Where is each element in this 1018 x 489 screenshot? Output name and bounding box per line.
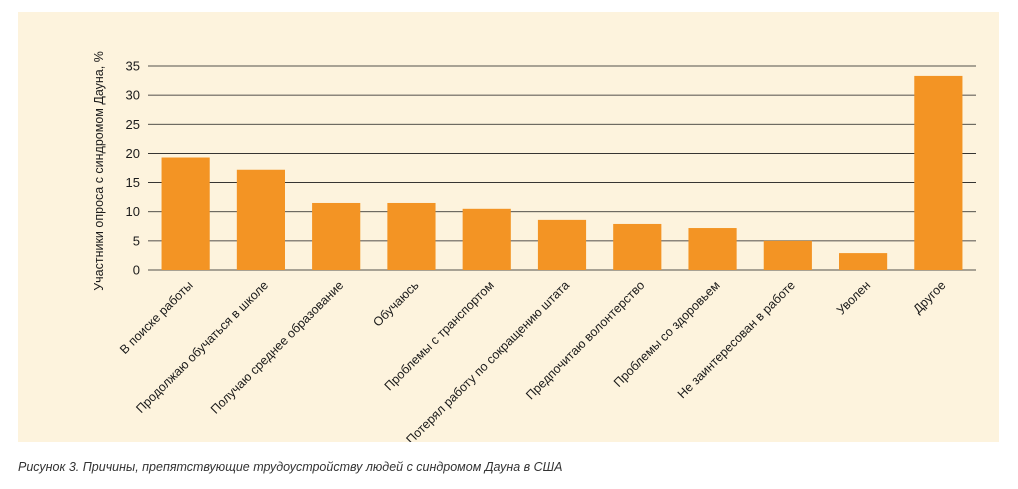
bar-11 bbox=[914, 75, 963, 270]
y-tick-label: 20 bbox=[126, 146, 140, 161]
category-label: В поиске работы bbox=[117, 278, 196, 357]
bar-7 bbox=[613, 223, 662, 270]
y-tick-label: 10 bbox=[126, 204, 140, 219]
y-tick-labels: 0 5 10 15 20 25 30 35 bbox=[126, 59, 140, 278]
bar-2 bbox=[236, 169, 285, 270]
y-tick-label: 15 bbox=[126, 175, 140, 190]
bar-6 bbox=[537, 219, 587, 270]
bar-8 bbox=[688, 228, 737, 270]
category-label: Обучаюсь bbox=[370, 278, 421, 329]
bar-chart: 0 5 10 15 20 25 30 35 В поиске работыПродолжаю … bbox=[92, 51, 976, 442]
y-tick-label: 35 bbox=[126, 59, 140, 74]
y-tick-label: 25 bbox=[126, 117, 140, 132]
figure-caption: Рисунок 3. Причины, препятствующие трудо… bbox=[18, 460, 563, 474]
y-tick-label: 30 bbox=[126, 88, 140, 103]
bar-5 bbox=[462, 208, 511, 270]
bar-4 bbox=[387, 202, 436, 270]
category-label: Получаю среднее образование bbox=[208, 278, 346, 416]
category-label: Продолжаю обучаться в школе bbox=[133, 278, 271, 416]
category-label: Потерял работу по сокращению штата bbox=[404, 278, 573, 442]
y-tick-label: 0 bbox=[133, 263, 140, 278]
category-label: Предпочитаю волонтерство bbox=[523, 278, 647, 402]
bar-9 bbox=[763, 240, 812, 270]
y-tick-label: 5 bbox=[133, 233, 140, 248]
bar-1 bbox=[161, 157, 210, 270]
bar-10 bbox=[839, 253, 888, 270]
gridlines bbox=[148, 65, 976, 271]
chart-panel: 0 5 10 15 20 25 30 35 В поиске работы Продолжаю … bbox=[18, 12, 999, 442]
category-label: Другое bbox=[911, 278, 949, 316]
bars bbox=[161, 75, 963, 270]
bar-3 bbox=[312, 202, 361, 270]
category-label: Уволен bbox=[834, 278, 873, 317]
y-axis-title: Участники опроса с синдромом Дауна, % bbox=[92, 51, 106, 291]
